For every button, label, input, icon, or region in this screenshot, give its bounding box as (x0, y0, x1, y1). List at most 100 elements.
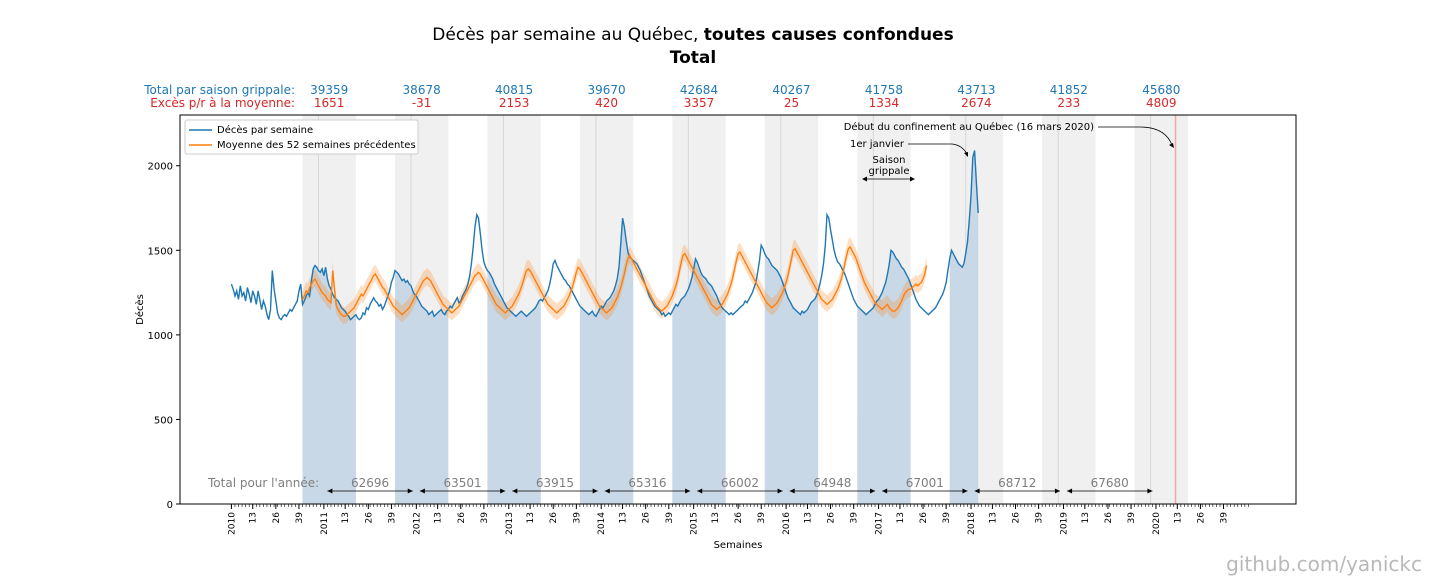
season-total-value: 43713 (957, 83, 995, 97)
season-area (394, 270, 449, 504)
year-arrow-right (870, 488, 876, 494)
year-arrow-right (500, 488, 506, 494)
y-tick-label: 1000 (148, 331, 173, 342)
y-tick-label: 0 (167, 500, 173, 511)
x-tick-label: 39 (942, 512, 952, 524)
year-total-label: Total pour l'année: (207, 476, 319, 490)
legend-entry-weekly: Décès par semaine (217, 124, 313, 136)
legend-box (184, 119, 419, 155)
year-total-value: 66002 (721, 476, 759, 490)
x-tick-label: 2012 (412, 512, 422, 535)
x-tick-label: 2014 (597, 512, 607, 535)
x-tick-label: 13 (711, 512, 721, 523)
season-excess-value: 3357 (684, 96, 715, 110)
x-tick-label: 2013 (505, 512, 515, 535)
annotation-confinement-arrowhead (1169, 143, 1174, 148)
y-tick-label: 1500 (148, 246, 173, 257)
year-arrow-left (327, 488, 333, 494)
year-arrow-right (1054, 488, 1060, 494)
x-tick-label: 39 (1035, 512, 1045, 524)
chart-title: Décès par semaine au Québec, toutes caus… (0, 25, 1386, 45)
year-arrow-left (789, 488, 795, 494)
year-total-value: 65316 (628, 476, 666, 490)
season-area (857, 250, 911, 504)
chart-title-bold: toutes causes confondues (703, 25, 954, 45)
season-total-value: 40815 (495, 83, 533, 97)
season-excess-value: 25 (784, 96, 799, 110)
x-tick-label: 39 (850, 512, 860, 524)
year-arrow-right (685, 488, 691, 494)
x-tick-label: 39 (757, 512, 767, 524)
annotation-season-line1: Saison (873, 155, 906, 166)
year-arrow-left (1067, 488, 1073, 494)
x-tick-label: 13 (341, 512, 351, 523)
x-tick-label: 26 (364, 512, 374, 524)
season-total-value: 41758 (865, 83, 903, 97)
season-excess-value: 1651 (314, 96, 345, 110)
x-tick-label: 26 (1196, 512, 1206, 524)
x-tick-label: 13 (434, 512, 444, 523)
season-total-value: 41852 (1050, 83, 1088, 97)
season-total-value: 38678 (403, 83, 441, 97)
x-tick-label: 26 (1011, 512, 1021, 524)
season-excess-value: 4809 (1146, 96, 1177, 110)
year-arrow-left (512, 488, 518, 494)
x-tick-label: 39 (295, 512, 305, 524)
x-tick-label: 26 (549, 512, 559, 524)
x-tick-label: 2020 (1152, 512, 1162, 535)
year-total-value: 67680 (1091, 476, 1129, 490)
x-tick-label: 39 (480, 512, 490, 524)
x-tick-label: 2018 (967, 512, 977, 535)
x-tick-label: 13 (803, 512, 813, 523)
x-tick-label: 2016 (782, 512, 792, 535)
annotation-season-arrow-right (910, 176, 915, 182)
x-tick-label: 13 (249, 512, 259, 523)
y-tick-label: 500 (154, 415, 173, 426)
season-total-value: 42684 (680, 83, 718, 97)
legend-entry-average: Moyenne des 52 semaines précédentes (217, 139, 416, 151)
y-axis-label: Décès (134, 294, 146, 325)
season-band (1134, 115, 1188, 504)
x-tick-label: 26 (919, 512, 929, 524)
year-total-value: 62696 (351, 476, 389, 490)
x-tick-label: 13 (896, 512, 906, 523)
season-total-value: 39670 (587, 83, 625, 97)
year-arrow-right (1147, 488, 1153, 494)
season-excess-value: 2674 (961, 96, 992, 110)
x-tick-label: 26 (1104, 512, 1114, 524)
season-total-label: Total par saison grippale: (143, 83, 295, 97)
x-tick-label: 13 (1081, 512, 1091, 523)
x-tick-label: 26 (457, 512, 467, 524)
season-area (764, 253, 819, 504)
x-tick-label: 26 (272, 512, 282, 524)
season-area (949, 150, 979, 504)
annotation-jan1-arrowhead (964, 152, 968, 157)
series-average-line (301, 245, 928, 317)
season-excess-label: Excès p/r à la moyenne: (150, 96, 295, 110)
x-tick-label: 2017 (875, 512, 885, 535)
annotation-season-arrow-left (862, 176, 867, 182)
year-arrow-left (974, 488, 980, 494)
year-total-value: 67001 (906, 476, 944, 490)
season-excess-value: -31 (412, 96, 432, 110)
x-tick-label: 39 (387, 512, 397, 524)
x-tick-label: 2010 (227, 512, 237, 535)
season-band (1042, 115, 1096, 504)
year-arrow-left (697, 488, 703, 494)
year-total-value: 64948 (813, 476, 851, 490)
year-arrow-right (777, 488, 783, 494)
x-tick-label: 39 (665, 512, 675, 524)
year-arrow-right (407, 488, 413, 494)
x-tick-label: 26 (642, 512, 652, 524)
x-tick-label: 39 (1127, 512, 1137, 524)
x-tick-label: 2015 (690, 512, 700, 535)
series-weekly-line (230, 150, 979, 321)
year-total-value: 63501 (443, 476, 481, 490)
season-area (672, 258, 726, 504)
season-excess-value: 1334 (869, 96, 900, 110)
annotation-confinement: Début du confinement au Québec (16 mars … (844, 121, 1094, 133)
x-tick-label: 2019 (1060, 512, 1070, 535)
year-arrow-left (419, 488, 425, 494)
x-tick-label: 26 (827, 512, 837, 524)
